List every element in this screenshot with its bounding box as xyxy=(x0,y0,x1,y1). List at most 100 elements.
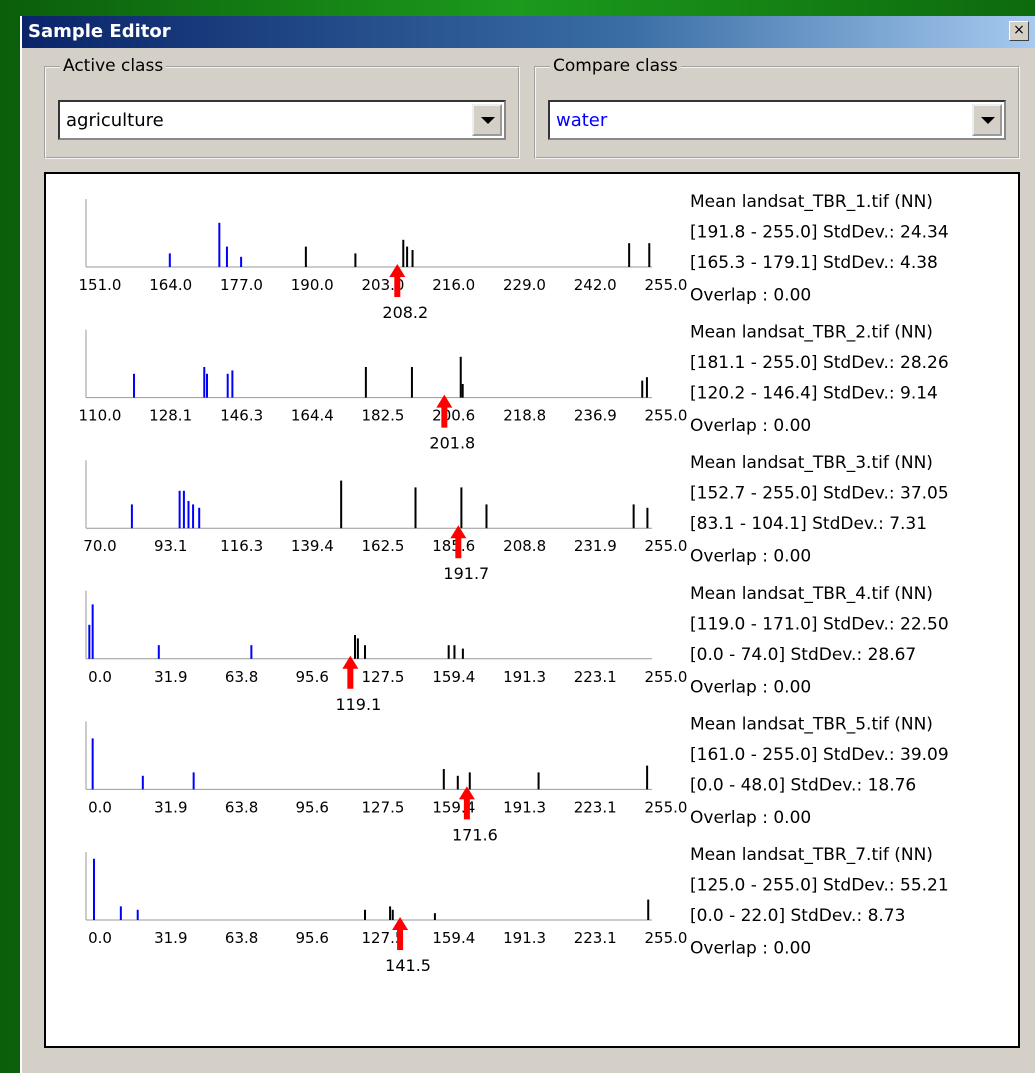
x-tick-label: 185.6 xyxy=(432,537,475,555)
x-tick-label: 146.3 xyxy=(220,407,263,425)
group-label: Active class xyxy=(60,56,166,76)
x-tick-label: 31.9 xyxy=(154,798,187,816)
histogram-bar xyxy=(485,504,487,528)
histogram-bar xyxy=(392,910,394,920)
info-line: [0.0 - 48.0] StdDev.: 18.76 xyxy=(690,775,916,795)
x-tick-label: 223.1 xyxy=(574,798,617,816)
info-line: Overlap : 0.00 xyxy=(690,939,811,959)
x-tick-label: 255.0 xyxy=(645,407,688,425)
histogram-bar xyxy=(169,253,171,267)
x-tick-label: 218.8 xyxy=(503,407,546,425)
x-tick-label: 127.5 xyxy=(362,668,405,686)
histogram-bar xyxy=(453,645,455,659)
histogram-bar xyxy=(218,223,220,267)
x-tick-label: 110.0 xyxy=(79,407,122,425)
histogram-bar xyxy=(231,370,233,397)
x-tick-label: 255.0 xyxy=(645,537,688,555)
close-button[interactable]: × xyxy=(1009,21,1029,41)
histogram-bar xyxy=(183,491,185,528)
x-tick-label: 63.8 xyxy=(225,929,258,947)
x-tick-label: 93.1 xyxy=(154,537,187,555)
info-line: Mean landsat_TBR_4.tif (NN) xyxy=(690,584,933,604)
histogram-bar xyxy=(240,257,242,267)
histogram-bar xyxy=(250,645,252,659)
histogram-bar xyxy=(203,367,205,398)
histogram-bar xyxy=(443,769,445,789)
info-line: [83.1 - 104.1] StdDev.: 7.31 xyxy=(690,514,927,534)
x-tick-label: 95.6 xyxy=(295,929,328,947)
histogram-bar xyxy=(364,645,366,659)
histogram-bar xyxy=(193,772,195,789)
x-tick-label: 0.0 xyxy=(88,929,112,947)
histogram-bar xyxy=(538,772,540,789)
combo-value: water xyxy=(556,110,607,131)
histogram-bar xyxy=(460,357,462,398)
x-tick-label: 127.5 xyxy=(362,798,405,816)
histogram-bar xyxy=(357,638,359,658)
active-class-combo[interactable]: agriculture xyxy=(58,100,506,140)
histogram-bar xyxy=(402,240,404,267)
mean-label: 119.1 xyxy=(335,695,381,714)
info-line: Overlap : 0.00 xyxy=(690,677,811,697)
histogram-bar xyxy=(93,859,95,920)
mean-label: 191.7 xyxy=(443,564,489,583)
histogram-bar xyxy=(88,625,90,659)
compare-class-group: Compare class water xyxy=(534,66,1020,159)
x-tick-label: 200.6 xyxy=(432,407,475,425)
histogram-bar xyxy=(406,247,408,267)
window: Sample Editor × Active class agriculture… xyxy=(20,16,1035,1073)
histogram-bar xyxy=(641,381,643,398)
info-line: [120.2 - 146.4] StdDev.: 9.14 xyxy=(690,384,938,404)
x-tick-label: 229.0 xyxy=(503,276,546,294)
histogram-bar xyxy=(415,487,417,528)
histogram-bar xyxy=(227,374,229,398)
x-tick-label: 223.1 xyxy=(574,929,617,947)
info-line: Overlap : 0.00 xyxy=(690,416,811,436)
histogram-bar xyxy=(340,481,342,529)
x-tick-label: 151.0 xyxy=(79,276,122,294)
group-label: Compare class xyxy=(550,56,681,76)
x-tick-label: 191.3 xyxy=(503,798,546,816)
page: Sample Editor × Active class agriculture… xyxy=(0,0,1035,1073)
histogram-bar xyxy=(92,738,94,789)
title-bar: Sample Editor × xyxy=(22,16,1035,48)
x-tick-label: 255.0 xyxy=(645,668,688,686)
x-tick-label: 223.1 xyxy=(574,668,617,686)
histogram-bar xyxy=(646,508,648,528)
histogram-bar xyxy=(354,253,356,267)
active-class-group: Active class agriculture xyxy=(44,66,520,159)
histogram-bar xyxy=(412,250,414,267)
histogram-bar xyxy=(389,906,391,920)
info-line: [191.8 - 255.0] StdDev.: 24.34 xyxy=(690,223,949,243)
histogram-bar xyxy=(131,504,133,528)
histogram-bar xyxy=(92,604,94,658)
mean-label: 201.8 xyxy=(429,434,475,453)
x-tick-label: 31.9 xyxy=(154,668,187,686)
x-tick-label: 255.0 xyxy=(645,929,688,947)
histogram-bar xyxy=(198,508,200,528)
x-tick-label: 63.8 xyxy=(225,798,258,816)
x-tick-label: 162.5 xyxy=(362,537,405,555)
info-line: [165.3 - 179.1] StdDev.: 4.38 xyxy=(690,253,938,273)
info-line: Overlap : 0.00 xyxy=(690,286,811,306)
compare-class-combo[interactable]: water xyxy=(548,100,1006,140)
histogram-bar xyxy=(411,367,413,398)
dropdown-button[interactable] xyxy=(472,104,502,136)
histogram-bar xyxy=(448,645,450,659)
mean-label: 208.2 xyxy=(382,303,428,322)
dropdown-button[interactable] xyxy=(972,104,1002,136)
info-line: [125.0 - 255.0] StdDev.: 55.21 xyxy=(690,876,949,896)
x-tick-label: 0.0 xyxy=(88,798,112,816)
histogram-bar xyxy=(133,374,135,398)
x-tick-label: 242.0 xyxy=(574,276,617,294)
info-line: Mean landsat_TBR_7.tif (NN) xyxy=(690,845,933,865)
x-tick-label: 191.3 xyxy=(503,668,546,686)
histogram-bar xyxy=(187,501,189,528)
combo-value: agriculture xyxy=(66,110,164,131)
histogram-bar xyxy=(647,900,649,920)
x-tick-label: 236.9 xyxy=(574,407,617,425)
histogram-bar xyxy=(365,367,367,398)
x-tick-label: 182.5 xyxy=(362,407,405,425)
info-line: Mean landsat_TBR_3.tif (NN) xyxy=(690,453,933,473)
